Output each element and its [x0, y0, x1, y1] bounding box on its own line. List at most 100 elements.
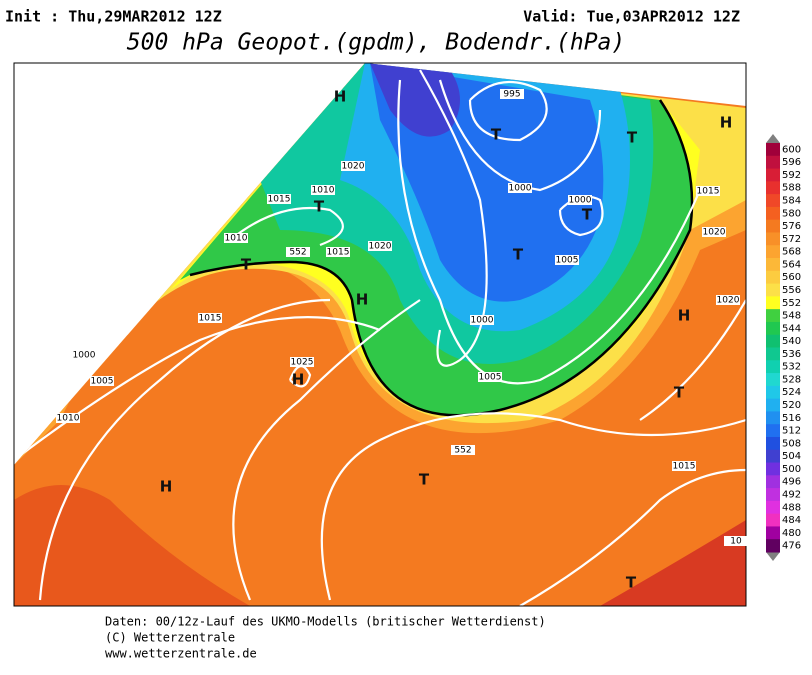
- isobar-label-bg: [72, 350, 96, 360]
- isobar-label: 552: [454, 446, 471, 456]
- colorbar-label: 584: [782, 196, 801, 207]
- isobar-label: 1015: [697, 187, 720, 197]
- isobar-label-bg: [716, 295, 740, 305]
- colorbar-swatch: [766, 436, 780, 451]
- colorbar-swatch: [766, 360, 780, 374]
- colorbar-label: 592: [782, 170, 801, 181]
- pressure-center: T: [491, 126, 502, 144]
- colorbar-swatch: [766, 462, 780, 476]
- colorbar-label: 520: [782, 400, 801, 411]
- isobar-label-bg: [451, 445, 475, 455]
- pressure-center: H: [720, 114, 733, 132]
- colorbar-swatch: [766, 488, 780, 502]
- colorbar-swatch: [766, 283, 780, 297]
- isobar-label: 1020: [717, 296, 740, 306]
- isobar-label-bg: [672, 461, 696, 471]
- colorbar-swatch: [766, 513, 780, 527]
- isobar-label-bg: [555, 255, 579, 265]
- colorbar-label: 556: [782, 285, 801, 296]
- isobar-label: 1015: [327, 248, 350, 258]
- colorbar-swatch: [766, 347, 780, 361]
- valid-time: Valid: Tue,03APR2012 12Z: [523, 8, 740, 26]
- isobar-label: 1000: [509, 184, 532, 194]
- colorbar-swatch: [766, 232, 780, 246]
- colorbar-label: 540: [782, 336, 801, 347]
- isobar-label-bg: [696, 186, 720, 196]
- colorbar-swatch: [766, 373, 780, 387]
- map-title: 500 hPa Geopot.(gpdm), Bodendr.(hPa): [127, 30, 626, 56]
- isobar-label: 1005: [91, 377, 114, 387]
- isobar-label: 1005: [556, 256, 579, 266]
- pressure-center: T: [513, 246, 524, 264]
- isobar-label-bg: [702, 227, 726, 237]
- colorbar-swatch: [766, 321, 780, 336]
- isobar-label-bg: [341, 161, 365, 171]
- isobar-label-bg: [224, 233, 248, 243]
- isobar-label: 1020: [342, 162, 365, 172]
- isobar-label: 1015: [268, 195, 291, 205]
- colorbar-swatch: [766, 411, 780, 425]
- pressure-center: H: [356, 291, 369, 309]
- pressure-center: H: [334, 88, 347, 106]
- colorbar-swatch: [766, 168, 780, 182]
- colorbar-label: 504: [782, 451, 801, 462]
- isobar-label: 995: [503, 90, 520, 100]
- colorbar-label: 568: [782, 247, 801, 258]
- isobar-label-bg: [267, 194, 291, 204]
- pressure-center: H: [292, 371, 305, 389]
- colorbar-label: 508: [782, 438, 801, 449]
- footer-line: Daten: 00/12z-Lauf des UKMO-Modells (bri…: [105, 615, 546, 629]
- colorbar-swatch: [766, 334, 780, 348]
- colorbar-swatch: [766, 194, 780, 208]
- isobar-label-bg: [198, 313, 222, 323]
- colorbar-label: 572: [782, 234, 801, 245]
- colorbar-swatch: [766, 206, 780, 221]
- colorbar-label: 536: [782, 349, 801, 360]
- isobar-label: 1000: [471, 316, 494, 326]
- isobar-label: 1010: [57, 414, 80, 424]
- colorbar-label: 488: [782, 502, 801, 513]
- colorbar-swatch: [766, 143, 780, 157]
- isobar-label-bg: [368, 241, 392, 251]
- isobar-label: 1010: [312, 186, 335, 196]
- footer-line: www.wetterzentrale.de: [105, 647, 257, 661]
- pressure-center: T: [626, 574, 637, 592]
- isobar-label-bg: [470, 315, 494, 325]
- isobar-label: 1020: [369, 242, 392, 252]
- pressure-center: T: [627, 129, 638, 147]
- isobar-label: 1015: [199, 314, 222, 324]
- colorbar-label: 560: [782, 272, 801, 283]
- colorbar-label: 484: [782, 515, 801, 526]
- isobar-label-bg: [500, 89, 524, 99]
- isobar-label-bg: [724, 536, 748, 546]
- field: [14, 63, 746, 606]
- colorbar-label: 500: [782, 464, 801, 475]
- colorbar-label: 552: [782, 298, 801, 309]
- colorbar-label: 596: [782, 157, 801, 168]
- isobar-label: 552: [289, 248, 306, 258]
- isobar-label: 1005: [479, 373, 502, 383]
- colorbar-swatch: [766, 398, 780, 412]
- colorbar-swatch: [766, 500, 780, 515]
- colorbar-label: 524: [782, 387, 801, 398]
- pressure-center: T: [419, 471, 430, 489]
- colorbar-swatch: [766, 309, 780, 323]
- map-frame: [13, 62, 747, 607]
- isobar-label: 1020: [703, 228, 726, 238]
- isobar-label-bg: [286, 247, 310, 257]
- isobar-label-bg: [311, 185, 335, 195]
- colorbar-label: 516: [782, 413, 801, 424]
- colorbar-label: 576: [782, 221, 801, 232]
- colorbar-label: 528: [782, 374, 801, 385]
- isobar-label: 1000: [569, 196, 592, 206]
- isobar-label-bg: [568, 195, 592, 205]
- isobar-label: 10: [730, 537, 742, 547]
- pressure-center: H: [160, 478, 173, 496]
- isobar-label-bg: [56, 413, 80, 423]
- colorbar-swatch: [766, 539, 780, 553]
- pressure-center: T: [241, 256, 252, 274]
- colorbar-swatch: [766, 424, 780, 438]
- colorbar-label: 512: [782, 426, 801, 437]
- colorbar-label: 492: [782, 489, 801, 500]
